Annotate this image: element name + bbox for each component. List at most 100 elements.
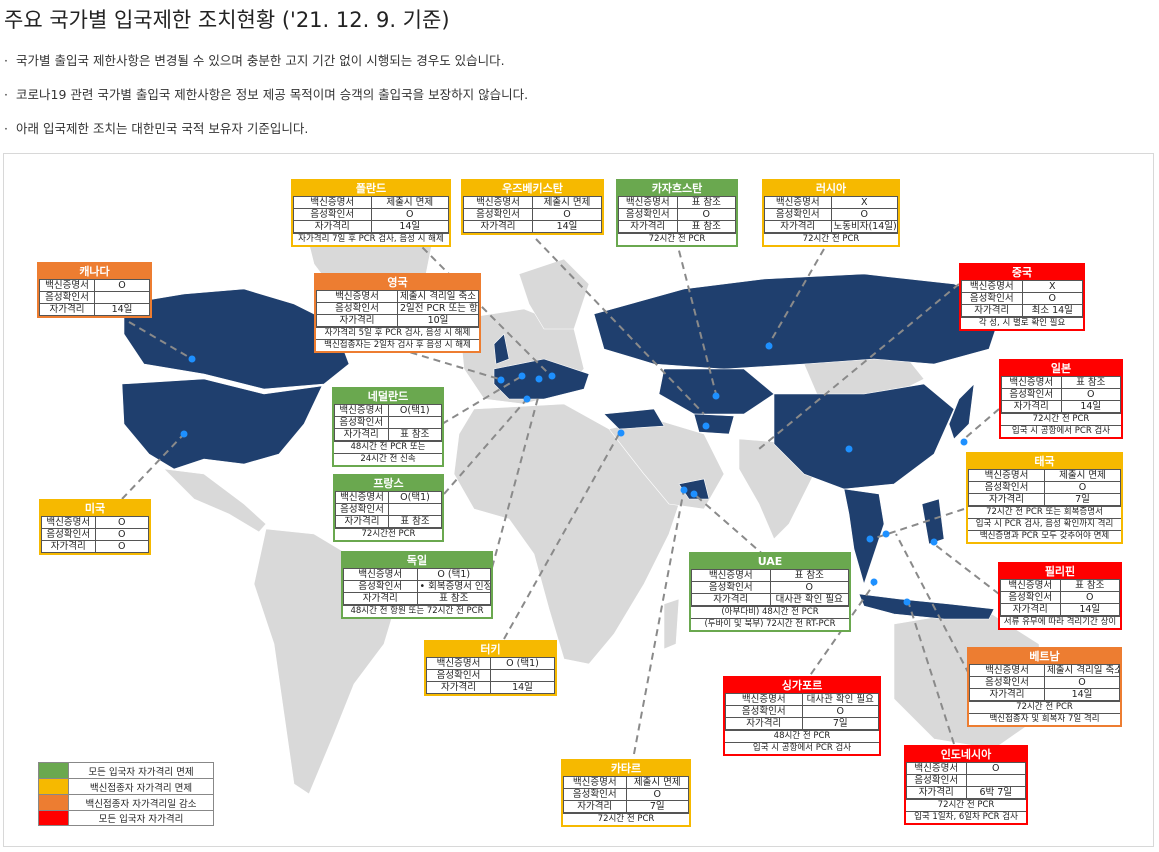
requirement-row: 음성확인서 O: [968, 481, 1121, 494]
country-name: 폴란드: [293, 181, 449, 196]
requirement-label: 백신증명서: [1001, 376, 1062, 389]
leader-lines: [121, 238, 1000, 755]
requirement-value: 표 참조: [387, 428, 442, 441]
marker-germany: [535, 375, 543, 383]
requirement-row: 백신증명서 O (택1): [426, 657, 555, 670]
requirement-label: 음성확인서: [335, 503, 389, 516]
country-note: 24시간 전 신속: [334, 453, 442, 465]
requirement-value: 7일: [1044, 493, 1121, 506]
country-box-indonesia: 인도네시아 백신증명서 O 음성확인서 자가격리 6박 7일 72시간 전 PCR 입국 1일…: [904, 745, 1028, 825]
requirement-label: 자가격리: [969, 688, 1045, 701]
gulf-region: [678, 478, 710, 500]
notice-text: 아래 입국제한 조치는 대한민국 국적 보유자 기준입니다.: [16, 121, 309, 136]
requirement-value: O(택1): [387, 404, 442, 417]
requirement-row: 백신증명서 제출시 격리일 축소: [969, 664, 1120, 677]
requirement-row: 백신증명서 제출시 면제: [463, 196, 602, 209]
legend-label: 모든 입국자 자가격리: [98, 814, 184, 825]
requirement-row: 음성확인서 O: [463, 208, 602, 221]
leader-japan: [963, 408, 1000, 440]
requirement-label: 음성확인서: [1000, 591, 1061, 604]
country-note: 48시간 전 PCR 또는: [334, 441, 442, 453]
requirement-label: 자가격리: [293, 220, 372, 233]
requirement-table: 백신증명서 O 음성확인서 O 자가격리 O: [41, 516, 149, 553]
requirement-label: 자가격리: [316, 314, 398, 327]
requirement-label: 음성확인서: [343, 580, 418, 593]
requirement-label: 자가격리: [39, 303, 95, 316]
requirement-value: 제출시 면제: [1044, 469, 1121, 482]
requirement-value: X: [830, 196, 898, 209]
country-name: 네덜란드: [334, 389, 442, 404]
requirement-row: 백신증명서 O: [906, 762, 1026, 775]
leader-thailand: [871, 508, 965, 540]
requirement-value: 최소 14일: [1021, 304, 1083, 317]
requirement-row: 자가격리 14일: [39, 303, 150, 316]
country-name: 인도네시아: [906, 747, 1026, 762]
requirement-label: 백신증명서: [968, 469, 1045, 482]
canada-region: [123, 288, 350, 390]
requirement-value: O: [1044, 481, 1121, 494]
requirement-row: 음성확인서: [335, 503, 442, 516]
marker-philippines: [930, 538, 938, 546]
marker-france: [523, 395, 531, 403]
requirement-label: 백신증명서: [316, 290, 398, 303]
legend-swatch: [39, 795, 69, 810]
country-box-usa: 미국 백신증명서 O 음성확인서 O 자가격리 O: [39, 499, 151, 555]
marker-china: [845, 445, 853, 453]
country-name: 카타르: [563, 761, 689, 776]
requirement-value: O: [801, 705, 879, 718]
leader-poland: [413, 238, 550, 375]
requirement-value: 14일: [532, 220, 602, 233]
uk-region: [493, 333, 510, 365]
requirement-value: 표 참조: [388, 515, 442, 528]
requirement-label: 음성확인서: [618, 208, 678, 221]
requirement-row: 백신증명서 표 참조: [1000, 579, 1120, 592]
requirement-value: 10일: [397, 314, 479, 327]
country-note: 자가격리 7일 후 PCR 검사, 음성 시 해제: [293, 233, 449, 245]
requirement-label: 백신증명서: [969, 664, 1045, 677]
leader-kazakhstan: [675, 238, 717, 395]
requirement-table: 백신증명서 O 음성확인서 자가격리 6박 7일: [906, 762, 1026, 799]
leader-china: [758, 283, 960, 450]
requirement-label: 음성확인서: [961, 292, 1023, 305]
requirement-row: 음성확인서 O: [618, 208, 736, 221]
requirement-value: [490, 669, 555, 682]
marker-netherlands: [518, 372, 526, 380]
requirement-row: 음성확인서 O: [969, 676, 1120, 689]
requirement-value: O: [94, 279, 150, 292]
country-note: 입국 1일차, 6일차 PCR 검사: [906, 811, 1026, 823]
requirement-label: 백신증명서: [41, 516, 96, 529]
notice-list: · 국가별 출입국 제한사항은 변경될 수 있으며 충분한 고지 기간 없이 시행…: [4, 50, 528, 152]
requirement-row: 음성확인서 O: [961, 292, 1083, 305]
requirement-label: 자가격리: [961, 304, 1023, 317]
marker-poland: [548, 372, 556, 380]
requirement-value: 표 참조: [1059, 579, 1120, 592]
requirement-row: 백신증명서 O(택1): [335, 491, 442, 504]
marker-russia: [765, 342, 773, 350]
requirement-row: 음성확인서 O: [293, 208, 449, 221]
requirement-label: 백신증명서: [764, 196, 832, 209]
requirement-row: 자가격리 노동비자(14일): [764, 220, 898, 233]
requirement-row: 백신증명서 O (택1): [343, 568, 491, 581]
japan-region: [948, 383, 975, 440]
country-name: 영국: [316, 275, 479, 290]
leader-russia: [768, 248, 825, 345]
country-note: (아부다비) 48시간 전 PCR: [691, 606, 849, 618]
requirement-value: 제출시 격리일 축소: [1044, 664, 1120, 677]
requirement-value: 14일: [490, 681, 555, 694]
requirement-row: 음성확인서 • 회복증명서 인정: [343, 580, 491, 593]
requirement-label: 자가격리: [691, 593, 771, 606]
country-note: 서류 유무에 따라 격리기간 상이: [1000, 616, 1120, 628]
requirement-row: 자가격리 표 참조: [334, 428, 442, 441]
country-box-turkey: 터키 백신증명서 O (택1) 음성확인서 자가격리 14일: [424, 640, 557, 696]
requirement-table: 백신증명서 제출시 면제 음성확인서 O 자가격리 14일: [293, 196, 449, 233]
requirement-label: 백신증명서: [426, 657, 491, 670]
country-name: 캐나다: [39, 264, 150, 279]
leader-canada: [128, 321, 193, 360]
notice-item: · 국가별 출입국 제한사항은 변경될 수 있으며 충분한 고지 기간 없이 시행…: [4, 50, 528, 84]
marker-indonesia: [903, 598, 911, 606]
requirement-table: 백신증명서 O(택1) 음성확인서 자가격리 표 참조: [334, 404, 442, 441]
leader-vietnam: [895, 533, 970, 675]
country-note: 입국 시 공항에서 PCR 검사: [1001, 425, 1121, 437]
requirement-row: 음성확인서: [39, 291, 150, 304]
leader-singapore: [803, 583, 875, 685]
